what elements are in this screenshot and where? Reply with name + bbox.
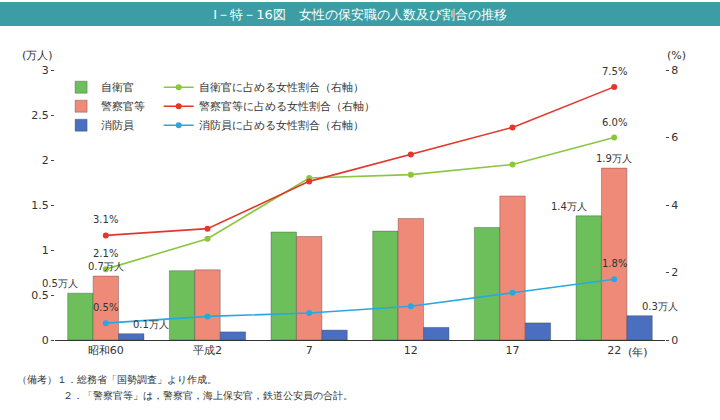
svg-text:12: 12 <box>404 344 418 357</box>
svg-text:（備考）１．総務省「国勢調査」より作成。: （備考）１．総務省「国勢調査」より作成。 <box>17 374 217 385</box>
svg-text:1.4万人: 1.4万人 <box>551 201 587 212</box>
svg-text:6: 6 <box>671 131 678 144</box>
svg-text:2: 2 <box>671 266 678 279</box>
svg-text:2.5: 2.5 <box>31 109 49 122</box>
svg-text:0: 0 <box>671 334 678 347</box>
svg-text:0.5万人: 0.5万人 <box>42 278 78 289</box>
svg-text:0.7万人: 0.7万人 <box>88 261 124 272</box>
svg-text:消防員: 消防員 <box>101 119 134 132</box>
svg-text:2: 2 <box>42 154 49 167</box>
svg-text:(年): (年) <box>628 346 648 359</box>
svg-text:自衛官: 自衛官 <box>101 81 134 94</box>
svg-text:平成2: 平成2 <box>193 344 222 357</box>
svg-text:0.1万人: 0.1万人 <box>133 319 169 330</box>
svg-text:0.5: 0.5 <box>31 289 49 302</box>
svg-text:警察官等: 警察官等 <box>101 100 145 113</box>
svg-text:1: 1 <box>42 244 49 257</box>
svg-text:0.5%: 0.5% <box>93 302 118 313</box>
svg-text:3: 3 <box>42 64 49 77</box>
svg-text:1.5: 1.5 <box>31 199 49 212</box>
svg-text:7.5%: 7.5% <box>602 66 627 77</box>
svg-text:Ⅰ－特－16図 女性の保安職の人数及び割合の推移: Ⅰ－特－16図 女性の保安職の人数及び割合の推移 <box>213 7 506 22</box>
svg-text:消防員に占める女性割合（右軸）: 消防員に占める女性割合（右軸） <box>199 119 364 132</box>
svg-text:17: 17 <box>506 344 520 357</box>
svg-text:0: 0 <box>42 334 49 347</box>
svg-text:1.8%: 1.8% <box>602 258 627 269</box>
svg-text:7: 7 <box>306 344 313 357</box>
svg-text:警察官等に占める女性割合（右軸）: 警察官等に占める女性割合（右軸） <box>199 100 375 113</box>
svg-text:1.9万人: 1.9万人 <box>596 153 632 164</box>
svg-text:(万人): (万人) <box>22 49 53 62</box>
svg-text:(%): (%) <box>667 49 686 62</box>
svg-text:２．「警察官等」は，警察官，海上保安官，鉄道公安員の合計。: ２．「警察官等」は，警察官，海上保安官，鉄道公安員の合計。 <box>63 390 353 401</box>
svg-text:2.1%: 2.1% <box>93 248 118 259</box>
svg-text:昭和60: 昭和60 <box>88 344 124 357</box>
svg-text:4: 4 <box>671 199 678 212</box>
svg-text:0.3万人: 0.3万人 <box>642 301 678 312</box>
svg-text:自衛官に占める女性割合（右軸）: 自衛官に占める女性割合（右軸） <box>199 81 364 94</box>
svg-text:6.0%: 6.0% <box>602 117 627 128</box>
svg-text:22: 22 <box>607 344 621 357</box>
svg-text:3.1%: 3.1% <box>93 214 118 225</box>
svg-text:8: 8 <box>671 64 678 77</box>
